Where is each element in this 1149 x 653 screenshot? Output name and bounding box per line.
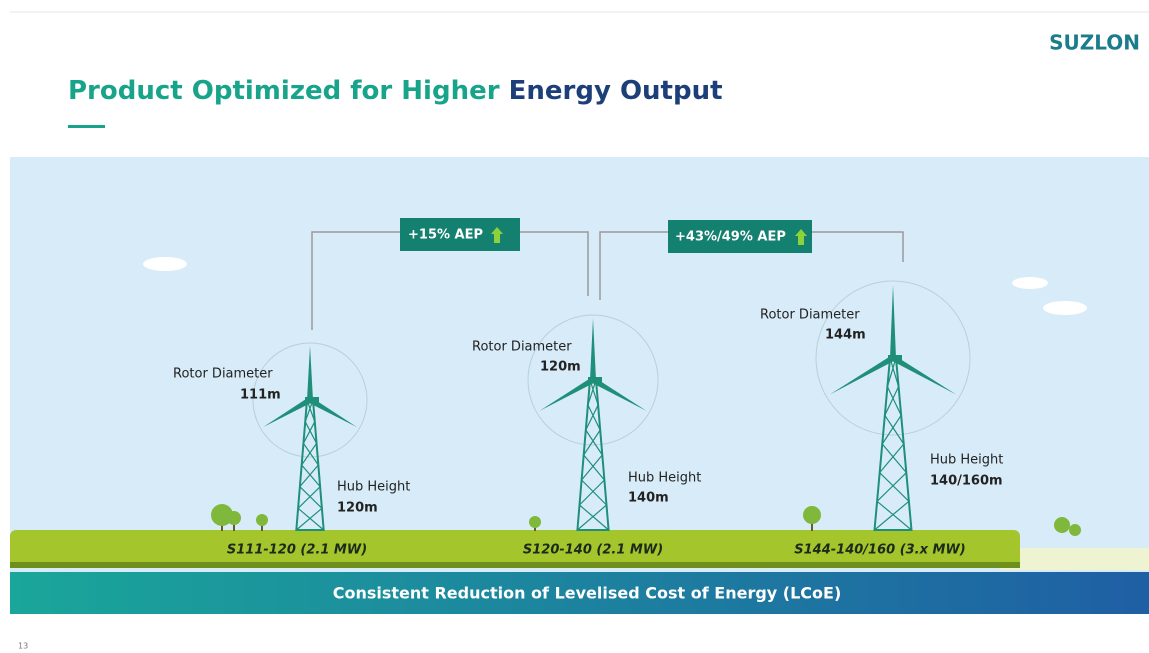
ground-right bbox=[1000, 548, 1149, 570]
tree bbox=[529, 516, 541, 528]
logo: SUZLON bbox=[1049, 31, 1140, 55]
model: S120-140 (2.1 MW) bbox=[523, 543, 663, 558]
title-underline bbox=[68, 125, 105, 128]
title-part: Energy Output bbox=[509, 76, 723, 106]
hub-label: Hub Height bbox=[337, 480, 410, 495]
title: Product Optimized for Higher Energy Outp… bbox=[68, 76, 723, 106]
rotor-label: Rotor Diameter bbox=[173, 367, 273, 382]
nacelle bbox=[588, 377, 602, 383]
tree bbox=[256, 514, 268, 526]
cloud bbox=[1043, 301, 1087, 315]
tree bbox=[1069, 524, 1081, 536]
slide: SUZLON Product Optimized for Higher Ener… bbox=[0, 0, 1149, 653]
cloud bbox=[1012, 277, 1048, 289]
tree bbox=[227, 511, 241, 525]
nacelle bbox=[305, 397, 319, 403]
callout: +43%/49% AEP bbox=[675, 230, 786, 245]
model: S144-140/160 (3.x MW) bbox=[794, 543, 966, 558]
rotor-value: 111m bbox=[240, 388, 281, 403]
tree bbox=[803, 506, 821, 524]
banner-text: Consistent Reduction of Levelised Cost o… bbox=[333, 584, 842, 603]
callout: +15% AEP bbox=[408, 228, 483, 243]
cloud bbox=[143, 257, 187, 271]
tree bbox=[1054, 517, 1070, 533]
hub-label: Hub Height bbox=[930, 453, 1003, 468]
page-number: 13 bbox=[18, 642, 28, 651]
hub-label: Hub Height bbox=[628, 471, 701, 486]
rotor-label: Rotor Diameter bbox=[760, 308, 860, 323]
nacelle bbox=[888, 355, 902, 361]
rotor-value: 144m bbox=[825, 328, 866, 343]
ground-edge bbox=[10, 562, 1020, 568]
hub-value: 140/160m bbox=[930, 474, 1003, 489]
hub-value: 120m bbox=[337, 501, 378, 516]
hub-value: 140m bbox=[628, 491, 669, 506]
rotor-value: 120m bbox=[540, 360, 581, 375]
title-part: Product Optimized for Higher bbox=[68, 76, 500, 106]
rotor-label: Rotor Diameter bbox=[472, 340, 572, 355]
model: S111-120 (2.1 MW) bbox=[227, 543, 367, 558]
